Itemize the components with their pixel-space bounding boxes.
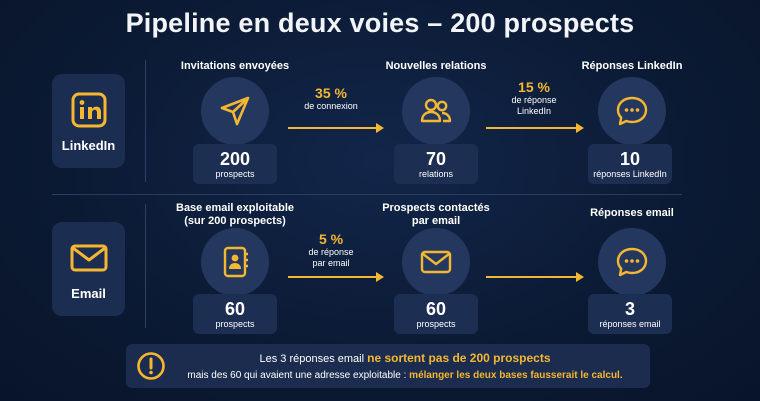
step-circle-contactes (402, 228, 470, 296)
note-line-1: Les 3 réponses email ne sortent pas de 2… (170, 351, 640, 366)
warning-icon (137, 352, 165, 380)
envelope-icon (420, 250, 452, 274)
users-icon (420, 98, 452, 123)
divider-vertical-bottom (145, 204, 146, 328)
rate-reponse-linkedin-desc-1: de réponse (511, 95, 557, 105)
value-invitations: 200 (219, 149, 251, 169)
rate-connexion-desc: de connexion (304, 101, 358, 111)
value-contactes: 60 (425, 299, 447, 319)
step-title-contactes-line-1: Prospects contactés (382, 202, 490, 214)
step-title-reponses-email-line-1: Réponses email (590, 207, 674, 219)
channel-card-email: Email (52, 222, 125, 316)
value-base-email: 60 (224, 299, 246, 319)
arrow-invitations-to-relations (288, 123, 384, 133)
rate-connexion-pct: 35 % (315, 85, 347, 101)
unit-contactes: prospects (416, 319, 456, 329)
rate-reponse-email: 5 % de réponse par email (276, 231, 386, 269)
step-circle-reponses-email (598, 228, 666, 296)
step-circle-invitations (201, 77, 269, 145)
rate-reponse-email-desc-1: de réponse (308, 247, 354, 257)
arrow-relations-to-reponses (486, 123, 584, 133)
step-circle-reponses-linkedin (598, 77, 666, 145)
value-box-base-email: 60 prospects (193, 294, 277, 334)
warning-note: Les 3 réponses email ne sortent pas de 2… (126, 344, 650, 388)
rate-reponse-linkedin-desc-2: LinkedIn (516, 106, 552, 116)
value-box-contactes: 60 prospects (394, 294, 478, 334)
arrow-base-to-contactes (288, 272, 384, 282)
step-title-contactes: Prospects contactés par email (356, 202, 516, 228)
value-reponses-linkedin: 10 (619, 149, 641, 169)
value-box-invitations: 200 prospects (193, 144, 277, 184)
chat-bubble-icon (616, 247, 648, 277)
value-box-relations: 70 relations (394, 144, 478, 184)
channel-label-linkedin: LinkedIn (61, 138, 116, 153)
step-title-reponses-email: Réponses email (552, 207, 712, 220)
step-title-base-email: Base email exploitable (sur 200 prospect… (155, 202, 315, 228)
rate-connexion: 35 % de connexion (276, 85, 386, 112)
value-box-reponses-email: 3 réponses email (588, 294, 672, 334)
rate-reponse-linkedin: 15 % de réponse LinkedIn (479, 79, 589, 117)
unit-invitations: prospects (215, 169, 255, 179)
unit-reponses-linkedin: réponses LinkedIn (593, 169, 667, 179)
channel-label-email: Email (71, 286, 106, 301)
contact-book-icon (223, 246, 248, 278)
envelope-icon (70, 244, 107, 272)
step-title-invitations: Invitations envoyées (180, 60, 290, 72)
step-title-reponses-linkedin: Réponses LinkedIn (581, 60, 683, 72)
note-line-1-highlight: ne sortent pas de 200 prospects (367, 351, 551, 365)
divider-horizontal (52, 194, 682, 195)
value-box-reponses-linkedin: 10 réponses LinkedIn (588, 144, 672, 184)
unit-base-email: prospects (215, 319, 255, 329)
rate-reponse-linkedin-pct: 15 % (518, 79, 550, 95)
chat-bubble-icon (616, 96, 648, 126)
unit-relations: relations (418, 169, 454, 179)
send-icon (220, 96, 250, 126)
unit-reponses-email: réponses email (599, 319, 661, 329)
step-title-contactes-line-2: par email (411, 215, 461, 227)
step-circle-base-email (201, 228, 269, 296)
step-title-base-email-line-1: Base email exploitable (176, 202, 294, 214)
step-circle-relations (402, 77, 470, 145)
note-line-2-highlight: mélanger les deux bases fausserait le ca… (409, 370, 623, 381)
step-title-relations: Nouvelles relations (385, 60, 487, 72)
note-line-2-text: mais des 60 qui avaient une adresse expl… (187, 370, 410, 381)
note-line-1-text: Les 3 réponses email (259, 353, 368, 365)
step-title-base-email-line-2: (sur 200 prospects) (184, 215, 286, 227)
channel-card-linkedin: LinkedIn (52, 74, 125, 168)
arrow-contactes-to-reponses (486, 272, 584, 282)
divider-vertical-top (145, 60, 146, 182)
rate-reponse-email-pct: 5 % (318, 231, 344, 247)
rate-reponse-email-desc-2: par email (312, 258, 350, 268)
linkedin-icon (71, 92, 106, 128)
value-reponses-email: 3 (624, 299, 635, 319)
value-relations: 70 (425, 149, 447, 169)
page-title: Pipeline en deux voies – 200 prospects (125, 8, 635, 38)
note-line-2: mais des 60 qui avaient une adresse expl… (170, 369, 640, 382)
